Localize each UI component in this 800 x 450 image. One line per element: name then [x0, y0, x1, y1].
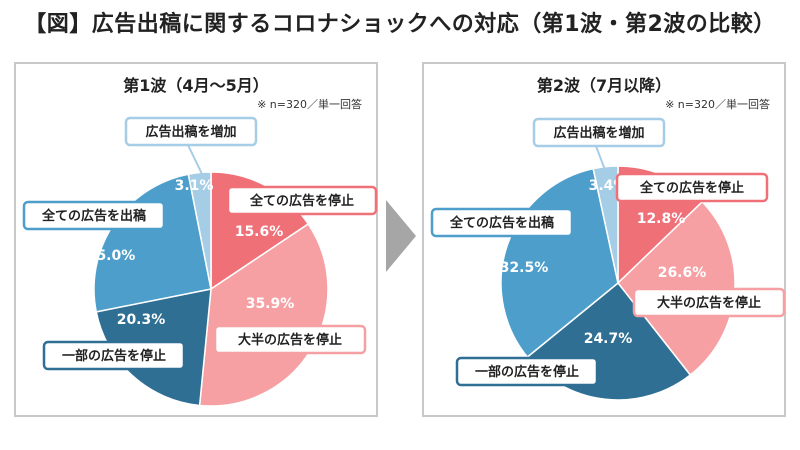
leader-line-increase	[187, 144, 203, 175]
leader-line-increase	[595, 145, 606, 171]
wave1-pie-chart: 15.6% 35.9% 20.3% 25.0% 3.1% 全ての広告を停止大半の広告を停止…	[22, 116, 378, 407]
label-stop-all-box	[226, 185, 378, 216]
slice-increase	[187, 171, 212, 290]
pct-label-stop-most: 26.6%	[658, 265, 707, 281]
label-place-all-box	[22, 200, 166, 231]
wave2-title: 第2波（7月以降）	[536, 76, 672, 95]
pct-label-place-all: 25.0%	[87, 248, 136, 264]
label-stop-some-text: 一部の広告を停止	[475, 364, 579, 380]
pct-label-increase: 3.1%	[175, 178, 214, 194]
pct-label-stop-some: 24.7%	[584, 331, 633, 347]
pct-label-stop-all: 12.8%	[637, 211, 686, 227]
label-stop-some: 一部の広告を停止	[455, 356, 599, 387]
label-stop-some-box	[455, 356, 599, 387]
label-stop-all-box	[615, 172, 769, 203]
wave1-note: ※ n=320／単一回答	[257, 98, 362, 111]
label-stop-all-text: 全ての広告を停止	[639, 180, 744, 196]
label-stop-most-box	[632, 287, 786, 318]
label-stop-some-text: 一部の広告を停止	[62, 348, 166, 364]
label-increase-box	[124, 116, 258, 147]
transition-arrow-icon	[386, 200, 416, 272]
wave2-pie-chart: 12.8%26.6%24.7%32.5%3.4% 全ての広告を停止大半の広告を停止…	[430, 117, 786, 401]
label-stop-most: 大半の広告を停止	[213, 324, 367, 355]
wave2-panel: 第2波（7月以降） ※ n=320／単一回答 12.8% 26.6% 24.7% 32…	[422, 62, 786, 417]
label-increase-box	[532, 117, 666, 148]
label-stop-some-box	[42, 340, 186, 371]
pct-label-place-all: 32.5%	[500, 260, 549, 276]
label-place-all-text: 全ての広告を出稿	[41, 208, 146, 224]
label-stop-all: 全ての広告を停止	[226, 185, 378, 216]
label-place-all: 全ての広告を出稿	[22, 200, 166, 231]
pct-label-stop-most: 35.9%	[246, 296, 295, 312]
label-stop-some: 一部の広告を停止	[42, 340, 186, 371]
wave1-title: 第1波（4月～5月）	[123, 76, 269, 95]
wave1-panel: 第1波（4月～5月） ※ n=320／単一回答 15.6% 35.9% 20.3% 2…	[14, 62, 378, 417]
page-title: 【図】広告出稿に関するコロナショックへの対応（第1波・第2波の比較）	[24, 12, 776, 37]
slice-increase	[592, 165, 619, 284]
label-place-all-box	[430, 207, 574, 238]
label-stop-most-text: 大半の広告を停止	[238, 332, 342, 348]
label-increase: 広告出稿を増加	[532, 117, 666, 148]
pct-label-stop-all: 15.6%	[235, 224, 284, 240]
wave2-note: ※ n=320／単一回答	[665, 98, 770, 111]
label-stop-most-box	[213, 324, 367, 355]
label-increase: 広告出稿を増加	[124, 116, 258, 147]
label-increase-text: 広告出稿を増加	[145, 124, 236, 140]
label-stop-all: 全ての広告を停止	[615, 172, 769, 203]
label-place-all-text: 全ての広告を出稿	[449, 215, 554, 231]
label-stop-all-text: 全ての広告を停止	[249, 193, 354, 209]
pct-label-stop-some: 20.3%	[117, 312, 166, 328]
label-increase-text: 広告出稿を増加	[553, 125, 644, 141]
label-stop-most-text: 大半の広告を停止	[657, 295, 761, 311]
label-place-all: 全ての広告を出稿	[430, 207, 574, 238]
label-stop-most: 大半の広告を停止	[632, 287, 786, 318]
